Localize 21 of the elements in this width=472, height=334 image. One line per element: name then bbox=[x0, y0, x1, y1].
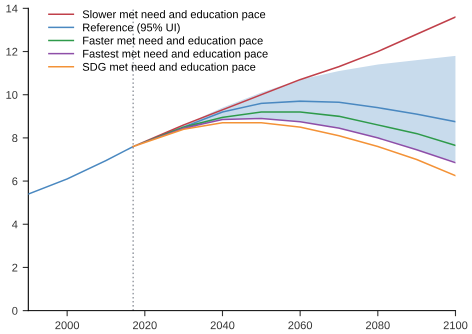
y-tick-label: 2 bbox=[12, 264, 18, 272]
y-tick-label: 8 bbox=[12, 134, 18, 142]
x-tick-label: 2000 bbox=[55, 321, 80, 330]
y-tick-label: 0 bbox=[12, 306, 18, 315]
y-tick-label: 12 bbox=[6, 48, 18, 56]
legend-label: SDG met need and education pace bbox=[82, 62, 256, 73]
y-tick-label: 10 bbox=[6, 90, 18, 99]
y-tick-label: 4 bbox=[12, 220, 18, 228]
x-tick-label: 2100 bbox=[444, 321, 468, 330]
legend-label: Slower met need and education pace bbox=[82, 10, 266, 20]
legend-label: Faster met need and education pace bbox=[83, 36, 263, 47]
y-tick-label: 14 bbox=[6, 4, 18, 12]
x-tick-label: 2080 bbox=[366, 321, 390, 330]
x-tick-label: 2060 bbox=[288, 321, 312, 330]
line-series bbox=[132, 122, 456, 176]
legend-label: Fastest met need and education pace bbox=[83, 49, 268, 60]
legend-label: Reference (95% UI) bbox=[83, 23, 180, 34]
y-tick-label: 6 bbox=[12, 177, 18, 186]
x-tick-label: 2040 bbox=[210, 321, 234, 330]
line-series bbox=[132, 111, 456, 148]
x-tick-label: 2020 bbox=[133, 321, 157, 330]
